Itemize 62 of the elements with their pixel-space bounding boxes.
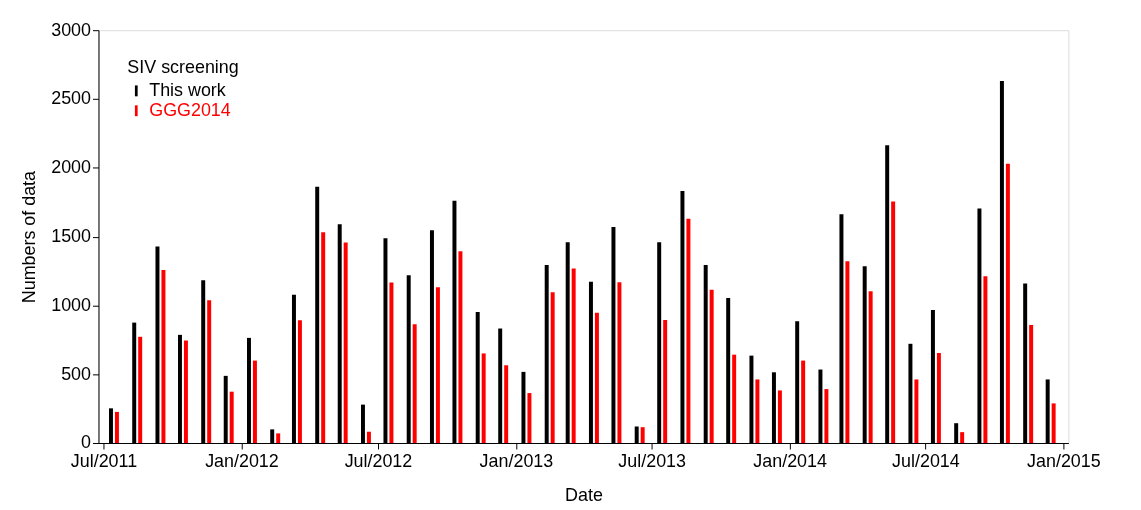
bar <box>594 312 599 444</box>
bar <box>914 379 919 444</box>
bar <box>343 242 348 444</box>
bar <box>617 282 622 444</box>
x-tick-label: Jul/2011 <box>70 451 138 472</box>
bar <box>252 360 257 444</box>
bar <box>960 432 965 444</box>
bar <box>229 391 234 444</box>
x-tick-label: Jan/2012 <box>205 451 279 472</box>
bar <box>321 232 326 444</box>
x-tick-label: Jan/2013 <box>479 451 554 472</box>
x-tick-label: Jul/2014 <box>892 451 960 472</box>
bar <box>891 201 896 444</box>
bar <box>824 389 829 444</box>
x-tick-label: Jul/2012 <box>344 451 413 472</box>
bar <box>755 379 760 444</box>
x-tick-label: Jan/2014 <box>753 451 828 472</box>
bar <box>801 360 806 444</box>
y-tick-label: 0 <box>81 432 92 453</box>
bar <box>207 300 212 444</box>
bar <box>412 324 417 444</box>
y-tick-label: 2000 <box>51 157 92 178</box>
bar <box>297 320 302 444</box>
x-tick-label: Jul/2013 <box>618 451 687 472</box>
bar <box>983 276 988 444</box>
bar <box>550 292 555 444</box>
bar <box>435 287 440 444</box>
x-tick-label: Jan/2015 <box>1027 451 1101 472</box>
y-tick-label: 2500 <box>51 88 92 109</box>
bar <box>1051 403 1056 444</box>
bar <box>709 289 714 444</box>
y-tick-label: 3000 <box>51 19 92 40</box>
bar <box>845 261 850 444</box>
bar <box>138 336 143 444</box>
bar <box>777 390 782 444</box>
bar <box>686 218 691 444</box>
bar <box>571 268 576 444</box>
bar <box>276 433 281 444</box>
y-tick-label: 1000 <box>51 294 92 315</box>
bar <box>527 393 532 444</box>
bar <box>1005 163 1010 444</box>
y-tick-label: 500 <box>61 363 92 384</box>
bar <box>504 365 509 444</box>
bar <box>868 291 873 444</box>
x-axis-title: Date <box>565 485 603 506</box>
legend-label: GGG2014 <box>149 99 231 120</box>
y-tick-label: 1500 <box>51 226 92 247</box>
bar <box>114 411 119 444</box>
bar <box>936 353 941 444</box>
bar <box>1029 324 1034 444</box>
bar <box>663 319 668 444</box>
bar <box>732 354 737 444</box>
y-axis-title: Numbers of data <box>19 170 40 304</box>
bar <box>458 251 463 444</box>
bar <box>161 270 166 444</box>
bar <box>183 340 188 444</box>
bar <box>389 282 394 444</box>
legend-title: SIV screening <box>127 56 239 77</box>
bar <box>481 353 486 444</box>
bar <box>366 431 371 444</box>
bar <box>640 427 645 444</box>
legend-label: This work <box>149 79 226 100</box>
